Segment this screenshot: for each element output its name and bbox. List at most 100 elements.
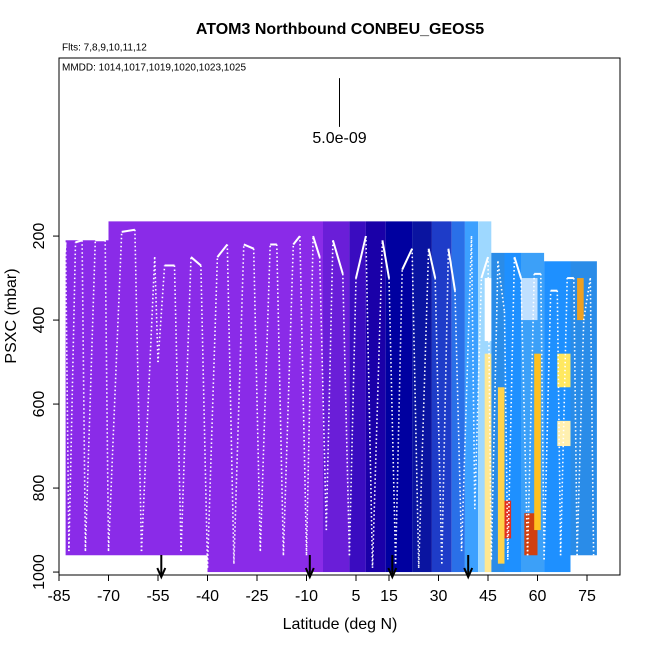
curtain-cell bbox=[577, 278, 584, 321]
flight-track bbox=[543, 290, 552, 560]
y-tick-label: 200 bbox=[31, 223, 48, 250]
x-tick-label: -40 bbox=[196, 588, 219, 605]
flight-track bbox=[190, 256, 202, 267]
x-tick-label: -85 bbox=[47, 588, 70, 605]
flight-track bbox=[417, 248, 430, 568]
flight-track bbox=[292, 235, 301, 246]
flight-track bbox=[299, 236, 308, 556]
curtain-cell bbox=[385, 221, 413, 573]
flight-track bbox=[233, 244, 245, 564]
x-tick-label: 5 bbox=[352, 588, 361, 605]
curtain-cell bbox=[557, 420, 571, 447]
flight-track bbox=[75, 239, 83, 244]
flight-track bbox=[252, 248, 262, 552]
flight-track bbox=[226, 244, 235, 564]
flight-track bbox=[411, 248, 420, 568]
flight-track bbox=[460, 236, 473, 552]
annotation: MMDD: 1014,1017,1019,1020,1023,1025 bbox=[62, 63, 246, 74]
flight-track bbox=[180, 257, 192, 552]
plot-frame bbox=[58, 57, 621, 576]
x-tick-label: -25 bbox=[245, 588, 268, 605]
y-tick-label: 1000 bbox=[31, 554, 48, 590]
curtain-cell bbox=[323, 221, 350, 573]
flight-track bbox=[259, 244, 271, 552]
flight-track bbox=[513, 256, 522, 279]
flight-track bbox=[64, 242, 70, 552]
flight-track bbox=[365, 236, 374, 568]
flight-track bbox=[318, 257, 328, 531]
x-tick-label: -55 bbox=[146, 588, 169, 605]
flight-track bbox=[134, 229, 143, 552]
curtain-cell bbox=[557, 353, 571, 388]
flight-track bbox=[381, 240, 390, 279]
flight-track bbox=[216, 243, 229, 258]
curtain-cell bbox=[544, 261, 571, 573]
curtain-cell bbox=[504, 252, 521, 573]
flight-track bbox=[576, 320, 585, 556]
flight-track bbox=[371, 240, 384, 568]
flight-track bbox=[582, 277, 592, 321]
curtain-cell bbox=[431, 221, 452, 573]
y-tick-label: 600 bbox=[31, 391, 48, 418]
flight-track bbox=[153, 257, 159, 363]
flight-track bbox=[441, 248, 450, 564]
x-tick-label: -10 bbox=[295, 588, 318, 605]
flight-track bbox=[107, 231, 123, 552]
subtitle: Flts: 7,8,9,10,11,12 bbox=[62, 43, 147, 54]
x-tick-label: 30 bbox=[430, 588, 448, 605]
curtain-cell bbox=[451, 221, 465, 573]
flight-track bbox=[121, 228, 136, 233]
x-tick-label: 45 bbox=[479, 588, 497, 605]
flight-track bbox=[305, 236, 314, 556]
arrow-head bbox=[156, 567, 167, 580]
y-axis-label: PSXC (mbar) bbox=[3, 268, 20, 363]
flight-track bbox=[487, 257, 493, 560]
flight-track bbox=[507, 257, 516, 560]
curtain-cell bbox=[412, 221, 432, 573]
curtain-cell bbox=[521, 278, 538, 321]
curtain-cell bbox=[484, 353, 492, 573]
flight-track bbox=[157, 265, 166, 363]
flight-track bbox=[325, 240, 334, 531]
flight-track bbox=[427, 248, 437, 279]
flight-track bbox=[140, 257, 156, 552]
flight-track bbox=[68, 242, 77, 552]
x-tick-label: -70 bbox=[97, 588, 120, 605]
flight-track bbox=[526, 273, 535, 556]
curtain-cell bbox=[349, 221, 366, 573]
flight-track bbox=[394, 269, 403, 564]
flight-track bbox=[61, 242, 67, 279]
arrow-head bbox=[463, 567, 474, 580]
flight-track bbox=[470, 236, 476, 510]
curtain-cell bbox=[464, 221, 479, 573]
y-tick-label: 800 bbox=[31, 475, 48, 502]
flight-track bbox=[331, 239, 344, 275]
flight-track bbox=[342, 273, 351, 556]
flight-track bbox=[490, 261, 499, 560]
flight-track bbox=[503, 311, 509, 560]
x-axis-label: Latitude (deg N) bbox=[283, 616, 398, 633]
x-tick-label: 15 bbox=[380, 588, 398, 605]
arrow-head bbox=[304, 567, 315, 580]
x-tick-label: 75 bbox=[578, 588, 596, 605]
scale-label: 5.0e-09 bbox=[312, 130, 366, 147]
flight-track bbox=[355, 235, 367, 279]
flight-track bbox=[401, 248, 414, 271]
curtain-cell bbox=[108, 221, 208, 556]
curtain-cell bbox=[534, 353, 541, 531]
y-tick-label: 400 bbox=[31, 307, 48, 334]
flight-track bbox=[556, 290, 562, 556]
flight-track bbox=[480, 256, 489, 279]
flight-track bbox=[447, 248, 456, 291]
x-tick-label: 60 bbox=[529, 588, 547, 605]
curtain-cell bbox=[207, 221, 323, 573]
flight-track bbox=[454, 290, 463, 552]
flight-track bbox=[243, 243, 255, 250]
curtain-cell bbox=[504, 500, 512, 539]
flight-track bbox=[312, 235, 321, 258]
flight-track bbox=[497, 261, 506, 312]
flight-track bbox=[200, 265, 209, 568]
chart-title: ATOM3 Northbound CONBEU_GEOS5 bbox=[196, 21, 484, 38]
curtain-cell bbox=[497, 387, 505, 564]
